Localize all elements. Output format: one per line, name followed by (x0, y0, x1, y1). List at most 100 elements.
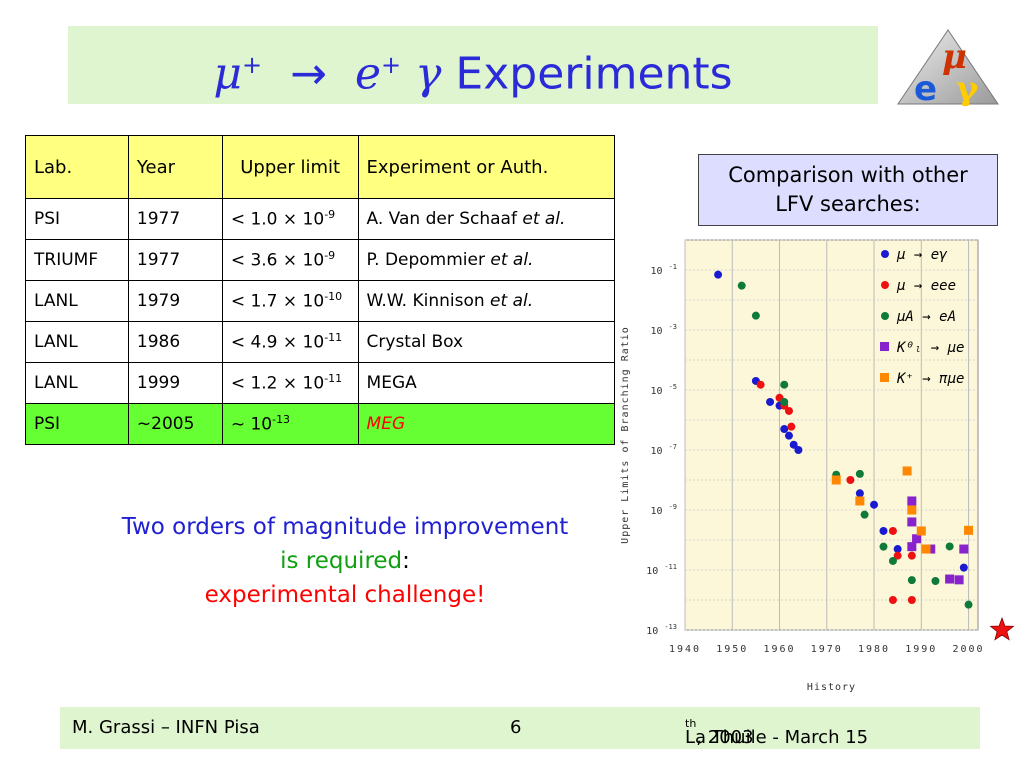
note-line-1: Two orders of magnitude improvement (121, 514, 569, 540)
title-text: Experiments (455, 48, 733, 100)
cell-year: ~2005 (127, 403, 223, 445)
data-point (751, 311, 760, 320)
x-axis-label: History (807, 682, 856, 693)
x-tick-label: 1980 (858, 644, 890, 655)
table-row: LANL 1986 < 4.9 × 10-11 Crystal Box (25, 321, 616, 363)
table-row: PSI 1977 < 1.0 × 10-9 A. Van der Schaaf … (25, 198, 616, 240)
legend-marker (881, 312, 889, 320)
legend-label: K⁰ₗ → μe (896, 340, 964, 356)
legend-label: μ → eee (896, 278, 956, 294)
cell-lab: LANL (25, 362, 129, 404)
data-point (870, 500, 879, 509)
data-point (907, 542, 917, 552)
y-tick-label: 10 -7 (651, 443, 678, 457)
slide-title: μ+ → e+ γ Experiments (68, 40, 878, 100)
data-point (879, 526, 888, 535)
legend: μ → eγ μ → eee μA → eA K⁰ₗ → μe K⁺ → πμe (880, 247, 964, 387)
title-arrow: → (290, 48, 327, 100)
data-point (964, 525, 974, 535)
legend-label: μA → eA (896, 309, 956, 325)
data-point (855, 496, 865, 506)
data-point (893, 545, 902, 554)
target-star-icon (989, 616, 1015, 641)
cell-limit: ~ 10-13 (221, 403, 359, 445)
data-point (964, 600, 973, 609)
data-point (846, 476, 855, 484)
header-experiment: Experiment or Auth. (357, 135, 616, 199)
legend-marker (881, 281, 889, 289)
table-row: TRIUMF 1977 < 3.6 × 10-9 P. Depommier et… (25, 239, 616, 281)
data-point (907, 496, 917, 506)
data-point (737, 281, 746, 290)
header-year: Year (127, 135, 223, 199)
title-gamma: γ (415, 48, 442, 100)
data-point (959, 544, 969, 554)
note-line-2: is required: (280, 548, 410, 574)
cell-experiment: P. Depommier et al. (357, 239, 616, 281)
x-tick-label: 1950 (716, 644, 748, 655)
data-point (714, 270, 723, 279)
data-point (831, 475, 841, 485)
data-point (855, 469, 864, 478)
data-point (780, 397, 789, 406)
data-point (784, 406, 793, 415)
cell-limit: < 3.6 × 10-9 (221, 239, 359, 281)
data-points (714, 270, 974, 609)
legend-label: K⁺ → πμe (896, 371, 964, 387)
cell-year: 1986 (127, 321, 223, 363)
x-tick-label: 1960 (763, 644, 795, 655)
title-banner: μ+ → e+ γ Experiments (68, 26, 878, 104)
data-point (912, 534, 922, 544)
y-tick-label: 10 -13 (646, 623, 677, 637)
y-axis-ticks: 10 -1 10 -3 10 -5 10 -7 10 -9 10 -11 10 -13 (646, 263, 677, 637)
cell-limit: < 1.0 × 10-9 (221, 198, 359, 240)
cell-lab: PSI (25, 403, 129, 445)
y-tick-label: 10 -5 (651, 383, 678, 397)
table-row: LANL 1979 < 1.7 × 10-10 W.W. Kinnison et… (25, 280, 616, 322)
data-point (888, 596, 897, 604)
legend-marker (881, 250, 889, 258)
data-point (789, 440, 798, 449)
cell-experiment: MEGA (357, 362, 616, 404)
title-mu-charge: + (242, 51, 263, 79)
legend-marker (880, 373, 889, 382)
data-point (879, 542, 888, 551)
data-point (959, 563, 968, 572)
data-point (855, 489, 864, 498)
y-tick-label: 10 -3 (651, 323, 678, 337)
data-point (780, 425, 789, 434)
x-tick-label: 2000 (953, 644, 985, 655)
data-point (902, 466, 912, 476)
cell-limit: < 1.7 × 10-10 (221, 280, 359, 322)
cell-lab: LANL (25, 280, 129, 322)
cell-year: 1999 (127, 362, 223, 404)
data-point (907, 505, 917, 515)
data-point (907, 576, 916, 585)
data-point (784, 431, 793, 440)
data-point (860, 510, 869, 519)
cell-experiment: MEG (357, 403, 616, 445)
data-point (907, 596, 916, 604)
cell-limit: < 1.2 × 10-11 (221, 362, 359, 404)
comparison-line-1: Comparison with other (728, 163, 968, 187)
data-point (916, 526, 926, 536)
y-tick-label: 10 -1 (651, 263, 678, 277)
data-point (907, 517, 917, 527)
data-point (931, 576, 940, 585)
data-point (794, 446, 803, 454)
data-point (893, 551, 902, 560)
header-lab: Lab. (25, 135, 129, 199)
cell-experiment: Crystal Box (357, 321, 616, 363)
experiments-table: Lab. Year Upper limit Experiment or Auth… (25, 135, 616, 445)
data-point (888, 526, 897, 535)
data-point (945, 574, 955, 584)
y-tick-label: 10 -11 (646, 563, 677, 577)
title-mu: μ (213, 48, 243, 100)
cell-lab: TRIUMF (25, 239, 129, 281)
data-point (780, 380, 789, 389)
meg-logo-icon: μ e γ (897, 29, 999, 106)
y-axis-label: Upper Limits of Branching Ratio (620, 326, 631, 544)
cell-year: 1977 (127, 198, 223, 240)
x-tick-label: 1990 (905, 644, 937, 655)
